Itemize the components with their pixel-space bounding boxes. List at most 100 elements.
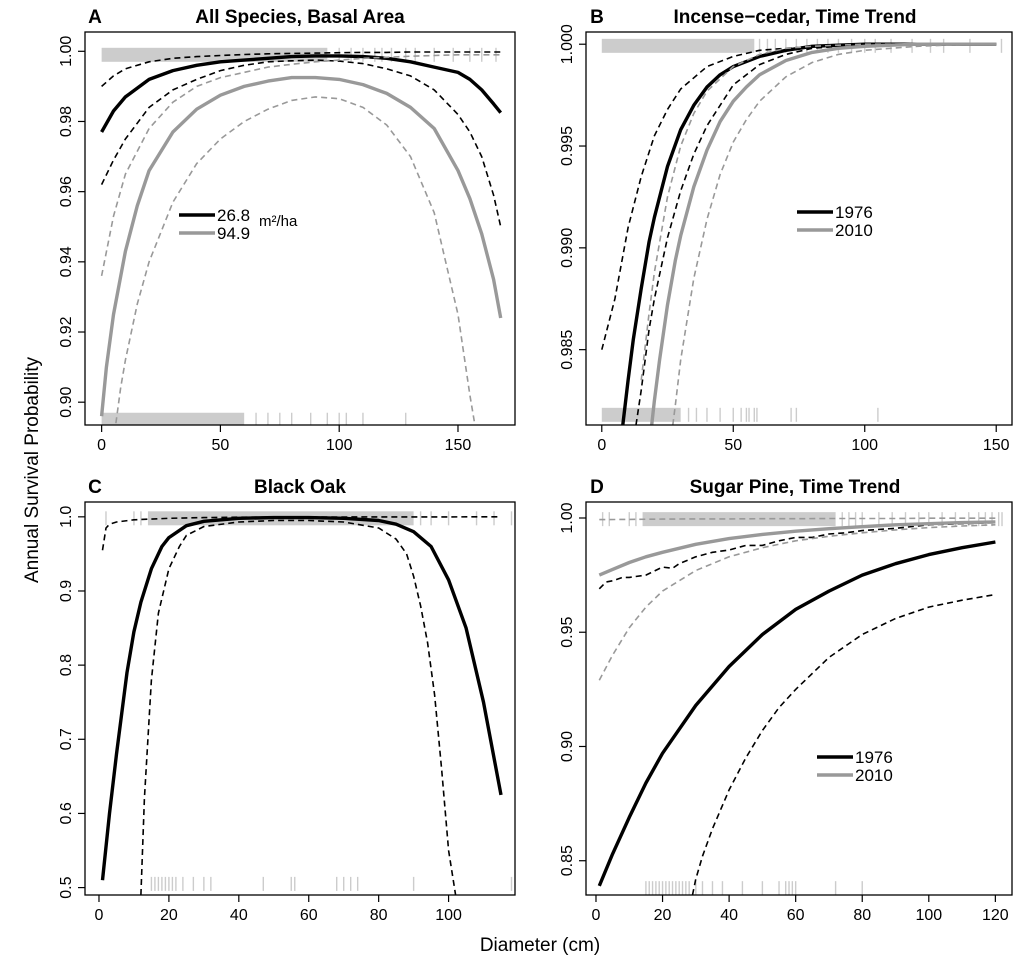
panel-b: 0 50 100 150 0.985 0.990 0.995 1.000 B Incense−ce… — [559, 7, 1013, 454]
x-tick-label: 40 — [230, 907, 248, 924]
y-tick-label: 0.9 — [58, 580, 75, 602]
x-tick-label: 100 — [435, 907, 462, 924]
y-tick-label: 1.0 — [58, 506, 75, 528]
x-tick-label: 150 — [983, 437, 1010, 454]
series-line-gray-dashed-6 — [672, 43, 997, 425]
y-tick-label: 0.92 — [58, 316, 75, 347]
panel-title: Black Oak — [254, 477, 346, 498]
x-tick-label: 60 — [300, 907, 318, 924]
rug-band-top — [101, 47, 328, 62]
y-tick-label: 0.985 — [559, 330, 576, 370]
plot-area — [601, 38, 1003, 425]
series-line-gray-dashed-5 — [598, 524, 996, 681]
series-line-black-dashed-3 — [140, 519, 457, 895]
y-tick-label: 0.85 — [559, 845, 576, 876]
legend-label: 1976 — [835, 203, 873, 222]
x-tick-label: 0 — [97, 437, 106, 454]
x-tick-label: 0 — [597, 437, 606, 454]
panel-d: 0 20 40 60 80 100 120 0.85 0.90 0.95 1.00 D Sugar Pi… — [559, 477, 1013, 924]
x-tick-label: 100 — [915, 907, 942, 924]
plot-area — [100, 511, 513, 895]
x-tick-label: 0 — [592, 907, 601, 924]
series-line-black-dashed-2 — [101, 51, 501, 87]
rug — [601, 512, 1003, 895]
x-tick-label: 80 — [370, 907, 388, 924]
x-tick-label: 20 — [654, 907, 672, 924]
rug — [105, 511, 513, 891]
legend-label: 94.9 — [217, 224, 250, 243]
series-line-black-dashed-2 — [601, 43, 997, 350]
plot-frame — [84, 31, 516, 426]
y-tick-label: 0.94 — [58, 246, 75, 277]
y-tick-label: 0.7 — [58, 728, 75, 750]
panel-letter: A — [88, 7, 102, 28]
x-tick-label: 50 — [724, 437, 742, 454]
x-tick-label: 100 — [326, 437, 353, 454]
rug-band-top — [601, 38, 755, 53]
series-line-gray-dashed-5 — [640, 43, 997, 381]
rug-band-top — [642, 512, 836, 527]
y-tick-label: 0.995 — [559, 126, 576, 166]
rug — [101, 47, 497, 425]
y-tick-label: 0.96 — [58, 176, 75, 207]
x-tick-label: 100 — [851, 437, 878, 454]
y-tick-label: 0.990 — [559, 228, 576, 268]
x-tick-label: 150 — [445, 437, 472, 454]
legend-label: 1976 — [855, 748, 893, 767]
legend-label: 26.8 — [217, 206, 250, 225]
panel-c: 0 20 40 60 80 100 0.5 0.6 0.7 0.8 0.9 1.0 C Black Oak — [58, 477, 516, 924]
y-tick-label: 0.8 — [58, 654, 75, 676]
rug-band-bottom — [101, 412, 245, 425]
y-tick-label: 1.00 — [559, 502, 576, 533]
x-tick-label: 60 — [787, 907, 805, 924]
y-tick-label: 0.98 — [58, 106, 75, 137]
plot-frame — [585, 501, 1013, 896]
x-tick-label: 120 — [982, 907, 1009, 924]
plot-frame — [585, 31, 1013, 426]
series-line-gray-solid-4 — [99, 75, 503, 417]
series-line-black-solid-1 — [621, 42, 997, 425]
x-tick-label: 40 — [720, 907, 738, 924]
series-line-gray-solid-4 — [598, 520, 996, 577]
rug — [601, 38, 1003, 422]
series-line-black-dashed-3 — [100, 59, 502, 227]
series-line-gray-dashed-6 — [115, 96, 476, 424]
y-tick-label: 0.90 — [559, 731, 576, 762]
series-line-black-dashed-2 — [101, 515, 501, 551]
y-tick-label: 0.5 — [58, 876, 75, 898]
y-tick-label: 0.6 — [58, 802, 75, 824]
plot-area — [597, 512, 1003, 895]
panel-a: 0 50 100 150 0.90 0.92 0.94 0.96 0.98 1.00 A All Sp… — [58, 7, 516, 454]
x-tick-label: 0 — [95, 907, 104, 924]
y-tick-label: 0.95 — [559, 617, 576, 648]
series-line-black-solid-1 — [597, 540, 996, 887]
series-line-black-solid-1 — [100, 54, 503, 133]
series-line-gray-dashed-5 — [100, 53, 501, 277]
plot-frame — [84, 501, 516, 896]
panel-title: All Species, Basal Area — [195, 7, 405, 28]
y-tick-label: 1.000 — [559, 24, 576, 64]
legend-label: 2010 — [835, 221, 873, 240]
plot-area — [99, 47, 503, 425]
panel-title: Incense−cedar, Time Trend — [673, 7, 916, 28]
series-line-black-dashed-3 — [635, 43, 997, 425]
series-line-black-dashed-3 — [691, 593, 996, 895]
panel-letter: B — [590, 7, 604, 28]
panel-letter: C — [88, 477, 102, 498]
y-axis-title: Annual Survival Probability — [22, 357, 43, 584]
x-tick-label: 80 — [853, 907, 871, 924]
panel-letter: D — [590, 477, 604, 498]
x-tick-label: 50 — [212, 437, 230, 454]
legend-unit: m²/ha — [259, 213, 298, 230]
series-line-black-dashed-2 — [598, 521, 996, 590]
y-tick-label: 1.00 — [58, 36, 75, 67]
y-tick-label: 0.90 — [58, 387, 75, 418]
rug-band-bottom — [601, 407, 681, 422]
series-line-gray-dashed-6 — [599, 517, 996, 521]
x-tick-label: 20 — [160, 907, 178, 924]
series-line-black-solid-1 — [100, 515, 503, 881]
panel-title: Sugar Pine, Time Trend — [690, 477, 901, 498]
